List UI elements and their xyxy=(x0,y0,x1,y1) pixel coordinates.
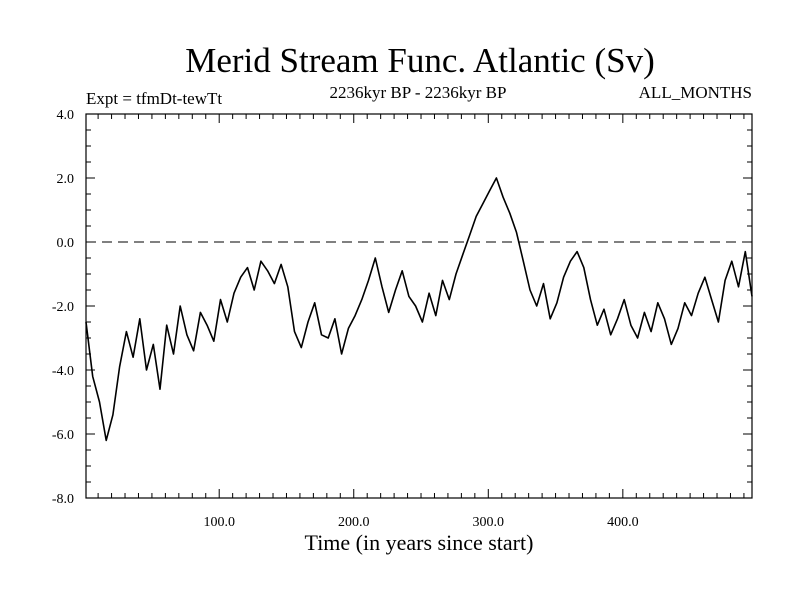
experiment-label: Expt = tfmDt-tewTt xyxy=(86,89,222,108)
y-tick-label: 4.0 xyxy=(57,108,75,123)
months-label: ALL_MONTHS xyxy=(639,83,752,102)
plot-frame xyxy=(85,113,753,499)
period-label: 2236kyr BP - 2236kyr BP xyxy=(330,83,507,102)
y-tick-label: 0.0 xyxy=(57,236,75,251)
y-tick-label: -8.0 xyxy=(52,492,74,507)
y-tick-label: -6.0 xyxy=(52,428,74,443)
x-tick-label: 100.0 xyxy=(203,515,235,530)
y-tick-label: 2.0 xyxy=(57,172,75,187)
x-tick-label: 400.0 xyxy=(607,515,639,530)
x-axis: 100.0 200.0 300.0 400.0 xyxy=(97,114,745,530)
series-line xyxy=(85,177,753,442)
y-tick-label: -2.0 xyxy=(52,300,74,315)
series-layer xyxy=(85,177,753,442)
y-axis: -8.0 -6.0 -4.0 -2.0 0.0 2.0 4.0 xyxy=(52,108,752,507)
x-tick-label: 300.0 xyxy=(473,515,505,530)
x-axis-label: Time (in years since start) xyxy=(305,530,534,555)
x-tick-label: 200.0 xyxy=(338,515,370,530)
y-tick-label: -4.0 xyxy=(52,364,74,379)
chart-title: Merid Stream Func. Atlantic (Sv) xyxy=(185,41,655,80)
